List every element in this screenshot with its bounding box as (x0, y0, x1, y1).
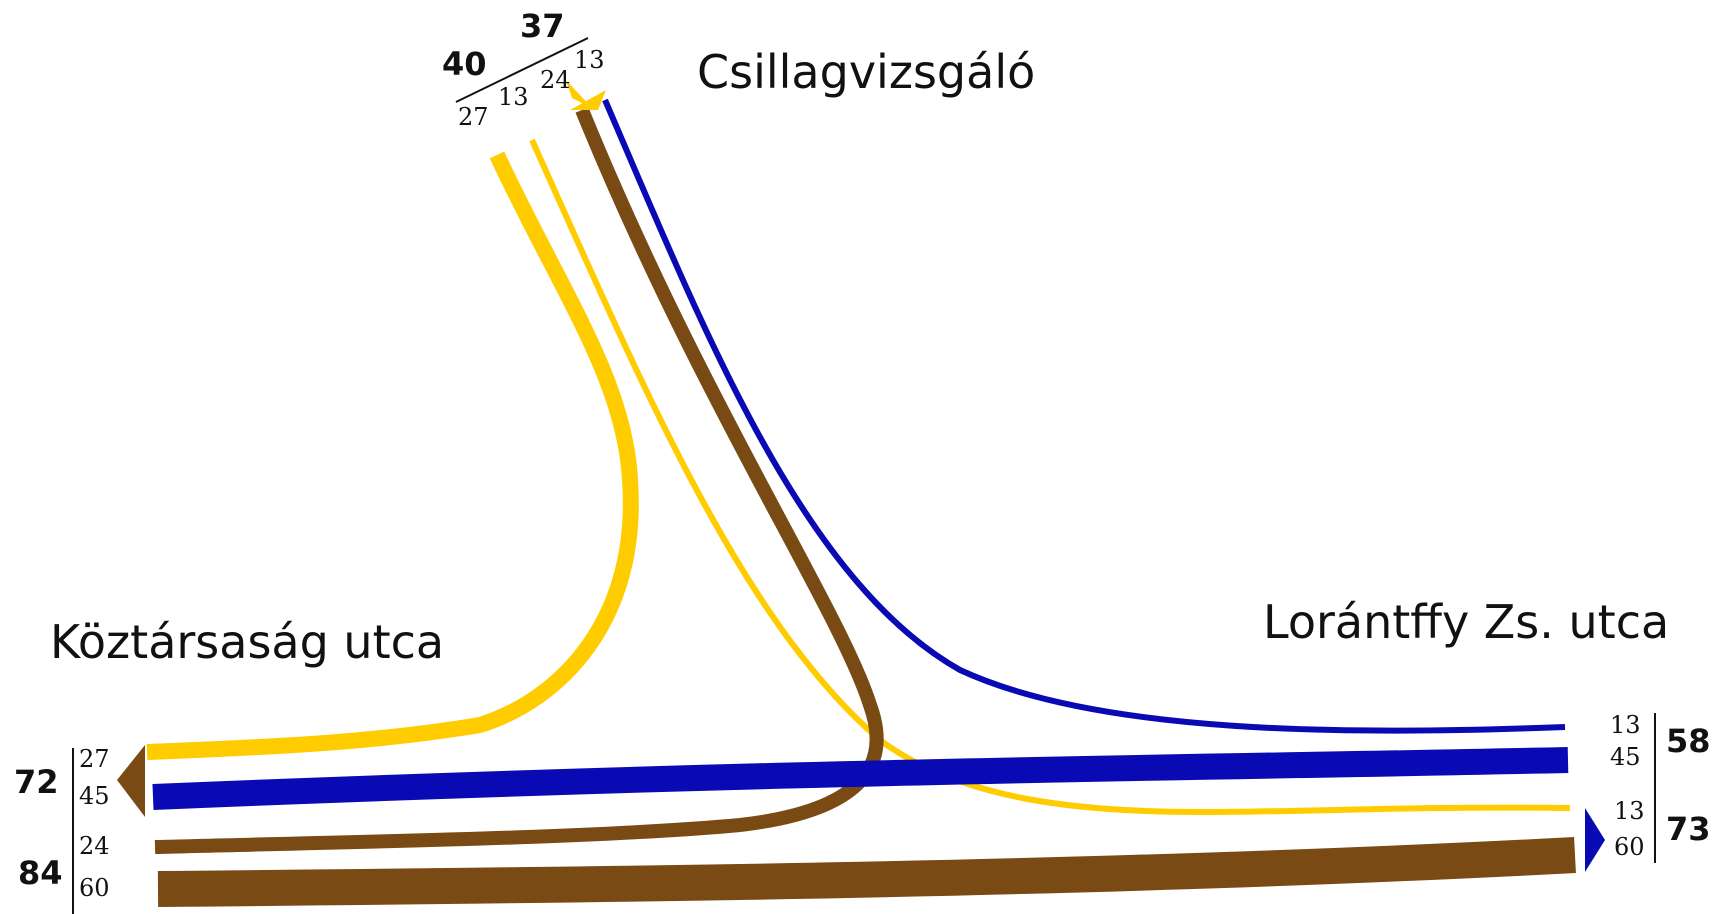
arrowhead-east-out-icon (1585, 808, 1605, 872)
north-in-left: 27 (458, 103, 489, 131)
west-out-total: 72 (14, 763, 59, 801)
arrowhead-north-out-tip-icon (570, 90, 606, 110)
north-out-left: 24 (540, 66, 571, 94)
street-label-west: Köztársaság utca (50, 615, 444, 669)
flow-west-to-north (154, 107, 884, 854)
flow-north-to-east (529, 138, 1571, 815)
arrowhead-north-out-icon (566, 80, 592, 108)
north-in-total: 40 (442, 45, 487, 83)
north-out-total: 37 (520, 7, 565, 45)
east-out-total: 73 (1666, 810, 1711, 848)
arrowhead-west-out-icon (117, 745, 145, 817)
flow-east-to-west (152, 747, 1569, 810)
north-out-right: 13 (574, 46, 605, 74)
west-in-lower: 60 (79, 874, 110, 902)
west-out-upper: 27 (79, 745, 110, 773)
flow-north-to-west (146, 151, 639, 760)
street-label-north: Csillagvizsgáló (697, 45, 1035, 99)
east-in-upper: 13 (1610, 711, 1641, 739)
north-count-divider (455, 37, 589, 103)
street-label-east: Lorántffy Zs. utca (1263, 595, 1669, 649)
east-out-upper: 13 (1614, 797, 1645, 825)
east-in-lower: 45 (1610, 743, 1641, 771)
north-in-right: 13 (498, 83, 529, 111)
flow-east-to-north (602, 98, 1566, 734)
west-out-lower: 45 (79, 782, 110, 810)
west-in-upper: 24 (79, 832, 110, 860)
flow-west-to-east (157, 837, 1576, 907)
east-out-lower: 60 (1614, 833, 1645, 861)
east-in-total: 58 (1666, 722, 1711, 760)
west-in-total: 84 (18, 854, 63, 892)
